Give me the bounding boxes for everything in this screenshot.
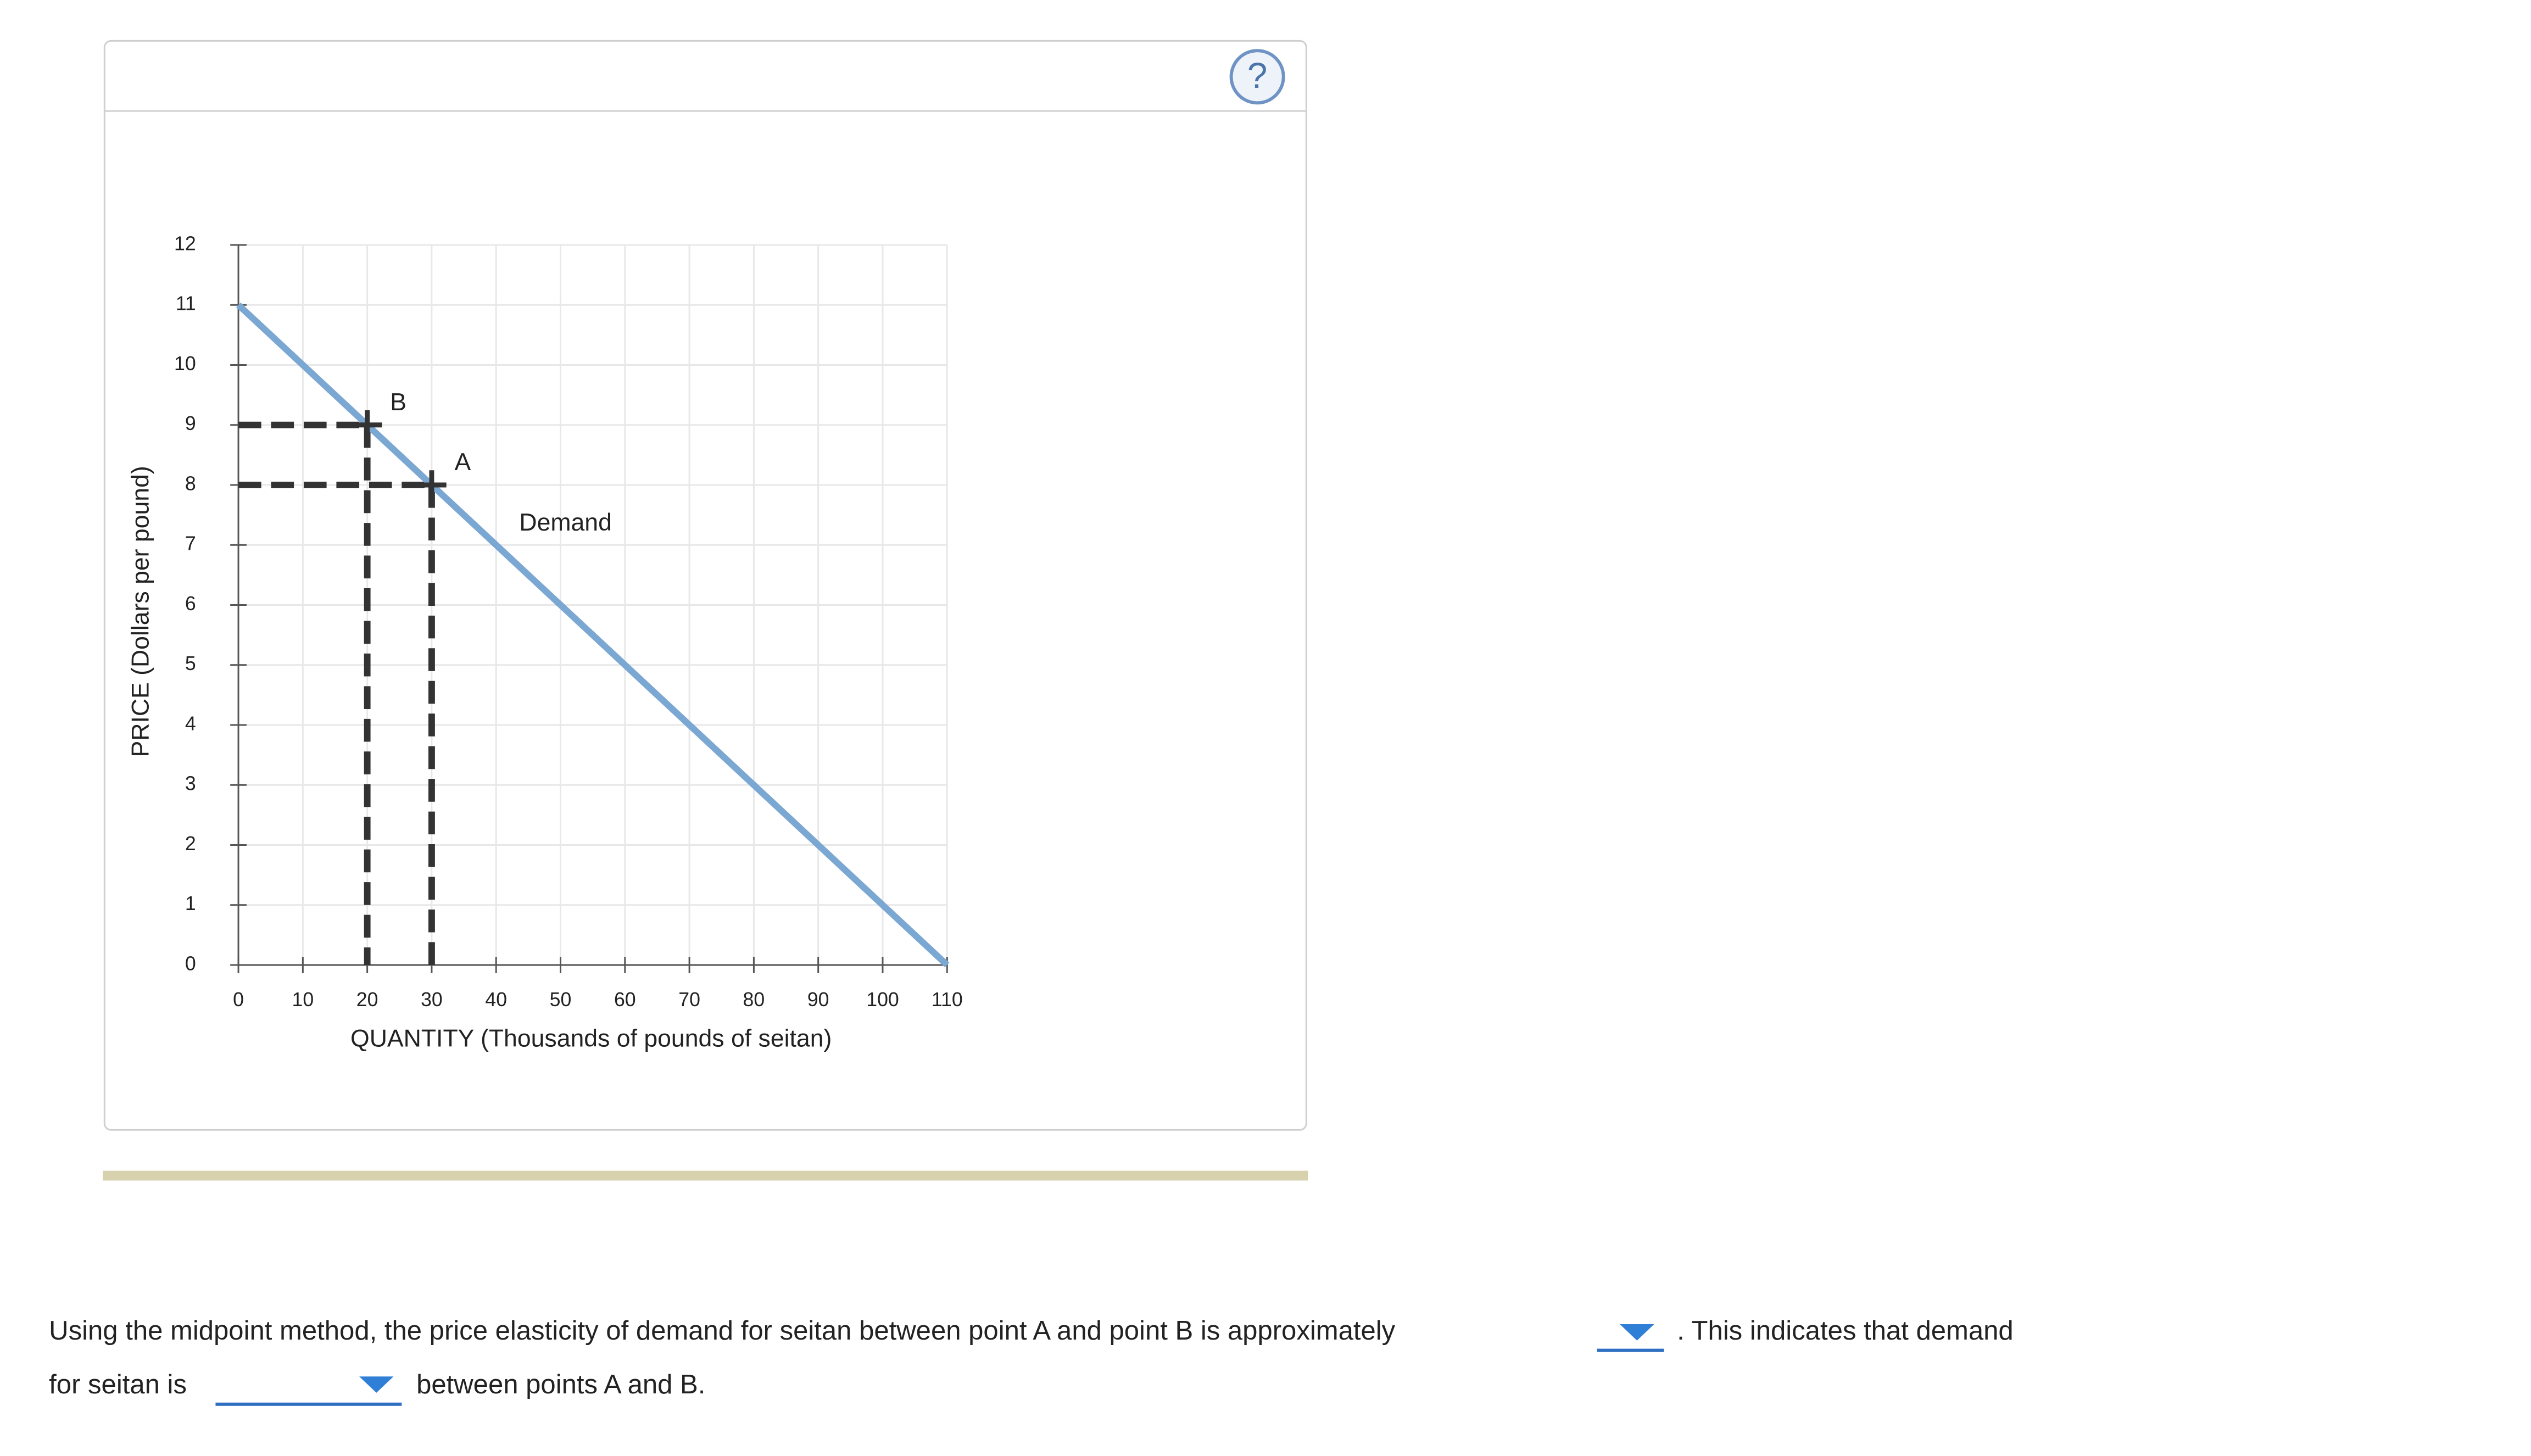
question-text: . This indicates that demand [1677, 1316, 2014, 1346]
y-tick-label: 2 [185, 833, 196, 855]
divider-bar [103, 1170, 1308, 1181]
series-label: Demand [519, 509, 612, 536]
y-tick-label: 11 [176, 293, 196, 315]
point-label: B [390, 389, 406, 416]
question-text: for seitan is [49, 1370, 187, 1399]
x-tick-label: 40 [485, 989, 507, 1011]
y-tick-label: 5 [185, 652, 196, 674]
help-icon[interactable]: ? [1247, 55, 1267, 96]
x-axis-title: QUANTITY (Thousands of pounds of seitan) [350, 1025, 832, 1052]
x-tick-label: 0 [233, 989, 244, 1011]
dropdown-arrow[interactable] [1620, 1324, 1654, 1341]
help-circle[interactable] [1229, 49, 1285, 105]
help-button[interactable]: ? [1229, 49, 1285, 105]
x-tick-label: 50 [550, 989, 572, 1011]
y-tick-label: 8 [185, 472, 196, 494]
x-tick-label: 60 [614, 989, 636, 1011]
point-marker [352, 410, 382, 440]
dropdown-arrow[interactable] [359, 1376, 394, 1393]
y-tick-label: 6 [185, 593, 196, 615]
y-tick-label: 0 [185, 952, 196, 974]
demand-line [236, 302, 950, 968]
x-tick-label: 10 [292, 989, 314, 1011]
dropdown-elasticity[interactable] [1597, 1324, 1664, 1352]
point-label: A [455, 449, 471, 476]
x-tick-label: 100 [866, 989, 899, 1011]
question-text: Using the midpoint method, the price ela… [49, 1316, 1396, 1346]
y-tick-label: 12 [174, 232, 196, 254]
y-tick-label: 10 [174, 353, 196, 375]
x-tick-label: 110 [932, 989, 963, 1011]
question-text: between points A and B. [416, 1370, 705, 1399]
point-marker [417, 470, 447, 500]
x-tick-label: 30 [421, 989, 443, 1011]
y-tick-label: 1 [185, 892, 196, 914]
y-axis-title: PRICE (Dollars per pound) [127, 466, 154, 757]
y-tick-label: 9 [185, 412, 196, 434]
y-tick-label: 4 [185, 712, 196, 734]
x-tick-label: 80 [743, 989, 765, 1011]
x-tick-label: 90 [807, 989, 829, 1011]
y-tick-label: 3 [185, 773, 196, 795]
x-tick-label: 70 [678, 989, 700, 1011]
graph-panel [103, 40, 1307, 1131]
y-tick-label: 7 [185, 533, 196, 555]
x-tick-label: 20 [356, 989, 378, 1011]
dropdown-demand-type[interactable] [215, 1376, 402, 1406]
